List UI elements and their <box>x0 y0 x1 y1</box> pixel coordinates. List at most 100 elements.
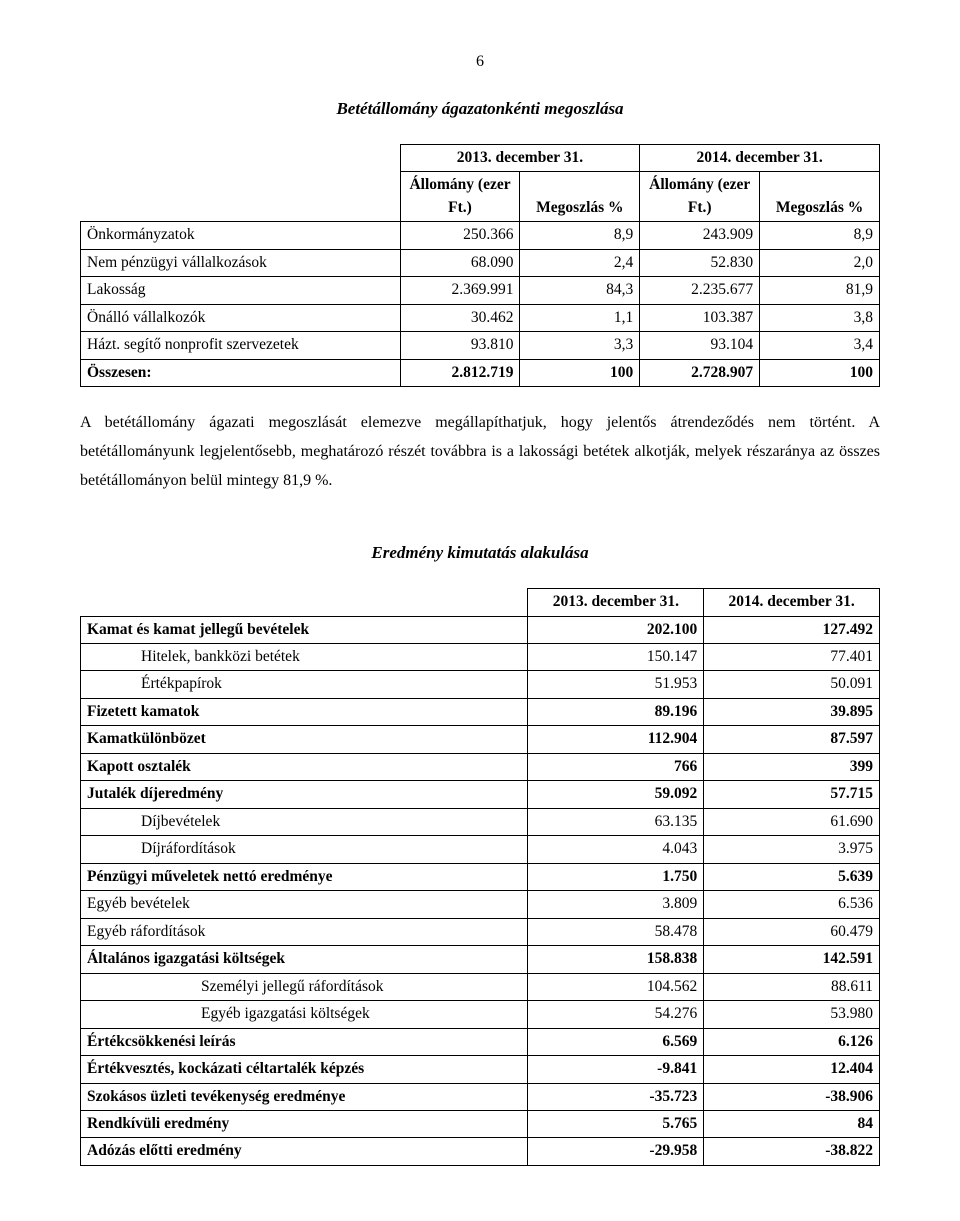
row-value-2013: 5.765 <box>528 1110 704 1137</box>
table-row: Egyéb bevételek3.8096.536 <box>81 891 880 918</box>
header-megoszlas-2014: Megoszlás % <box>760 172 880 222</box>
table-row: Értékvesztés, kockázati céltartalék képz… <box>81 1056 880 1083</box>
row-value-2013: 68.090 <box>400 249 520 276</box>
row-label: Lakosság <box>81 277 401 304</box>
row-value-2013: 93.810 <box>400 332 520 359</box>
row-label: Díjráfordítások <box>81 836 528 863</box>
row-value-2013: 2.812.719 <box>400 359 520 386</box>
header-2013: 2013. december 31. <box>400 144 640 171</box>
row-value-2014: 127.492 <box>704 616 880 643</box>
page-number: 6 <box>80 50 880 73</box>
table-row: Egyéb ráfordítások58.47860.479 <box>81 918 880 945</box>
row-pct-2014: 8,9 <box>760 222 880 249</box>
row-value-2014: 77.401 <box>704 644 880 671</box>
table-header-row1: 2013. december 31. 2014. december 31. <box>81 144 880 171</box>
table-row: Értékcsökkenési leírás6.5696.126 <box>81 1028 880 1055</box>
row-value-2013: 2.369.991 <box>400 277 520 304</box>
row-value-2014: 243.909 <box>640 222 760 249</box>
header-megoszlas-2013: Megoszlás % <box>520 172 640 222</box>
table-row: Díjbevételek63.13561.690 <box>81 808 880 835</box>
row-value-2014: 52.830 <box>640 249 760 276</box>
table-row: Kamatkülönbözet112.90487.597 <box>81 726 880 753</box>
row-pct-2013: 3,3 <box>520 332 640 359</box>
table2-header-row: 2013. december 31. 2014. december 31. <box>81 589 880 616</box>
row-label: Fizetett kamatok <box>81 698 528 725</box>
row-value-2014: 60.479 <box>704 918 880 945</box>
row-label: Értékvesztés, kockázati céltartalék képz… <box>81 1056 528 1083</box>
row-value-2013: 89.196 <box>528 698 704 725</box>
row-value-2013: 51.953 <box>528 671 704 698</box>
row-value-2014: 399 <box>704 753 880 780</box>
row-value-2013: 104.562 <box>528 973 704 1000</box>
table-income: 2013. december 31. 2014. december 31. Ka… <box>80 588 880 1166</box>
table-row: Házt. segítő nonprofit szervezetek93.810… <box>81 332 880 359</box>
table-row: Kapott osztalék766399 <box>81 753 880 780</box>
table-deposits: 2013. december 31. 2014. december 31. Ál… <box>80 144 880 387</box>
row-pct-2013: 8,9 <box>520 222 640 249</box>
table-header-row2: Állomány (ezer Ft.) Megoszlás % Állomány… <box>81 172 880 222</box>
row-label: Értékpapírok <box>81 671 528 698</box>
row-value-2014: 53.980 <box>704 1001 880 1028</box>
row-value-2013: 3.809 <box>528 891 704 918</box>
row-label: Egyéb igazgatási költségek <box>81 1001 528 1028</box>
row-label: Jutalék díjeredmény <box>81 781 528 808</box>
table-row: Adózás előtti eredmény-29.958-38.822 <box>81 1138 880 1165</box>
row-pct-2013: 100 <box>520 359 640 386</box>
row-value-2013: 54.276 <box>528 1001 704 1028</box>
row-value-2014: 5.639 <box>704 863 880 890</box>
row-value-2013: 202.100 <box>528 616 704 643</box>
row-label: Önkormányzatok <box>81 222 401 249</box>
row-value-2013: 250.366 <box>400 222 520 249</box>
row-label: Szokásos üzleti tevékenység eredménye <box>81 1083 528 1110</box>
blank-cell <box>81 144 401 171</box>
row-pct-2014: 2,0 <box>760 249 880 276</box>
row-value-2014: 2.235.677 <box>640 277 760 304</box>
row-label: Személyi jellegű ráfordítások <box>81 973 528 1000</box>
header2-2013: 2013. december 31. <box>528 589 704 616</box>
row-label: Kamat és kamat jellegű bevételek <box>81 616 528 643</box>
row-value-2013: 6.569 <box>528 1028 704 1055</box>
blank-cell <box>81 172 401 222</box>
row-value-2013: 766 <box>528 753 704 780</box>
row-pct-2013: 1,1 <box>520 304 640 331</box>
row-value-2014: 142.591 <box>704 946 880 973</box>
row-value-2014: 103.387 <box>640 304 760 331</box>
row-value-2013: 158.838 <box>528 946 704 973</box>
row-label: Egyéb bevételek <box>81 891 528 918</box>
row-label: Rendkívüli eredmény <box>81 1110 528 1137</box>
table-row: Pénzügyi műveletek nettó eredménye1.7505… <box>81 863 880 890</box>
row-label: Általános igazgatási költségek <box>81 946 528 973</box>
table-row: Díjráfordítások4.0433.975 <box>81 836 880 863</box>
table-row: Rendkívüli eredmény5.76584 <box>81 1110 880 1137</box>
row-value-2013: 1.750 <box>528 863 704 890</box>
row-value-2014: 61.690 <box>704 808 880 835</box>
section2-title: Eredmény kimutatás alakulása <box>80 541 880 566</box>
header2-2014: 2014. december 31. <box>704 589 880 616</box>
row-label: Kapott osztalék <box>81 753 528 780</box>
table-row: Személyi jellegű ráfordítások104.56288.6… <box>81 973 880 1000</box>
row-value-2014: 50.091 <box>704 671 880 698</box>
table-row: Nem pénzügyi vállalkozások68.0902,452.83… <box>81 249 880 276</box>
header-2014: 2014. december 31. <box>640 144 880 171</box>
paragraph-analysis: A betétállomány ágazati megoszlását elem… <box>80 409 880 495</box>
table-row: Szokásos üzleti tevékenység eredménye-35… <box>81 1083 880 1110</box>
row-value-2013: 59.092 <box>528 781 704 808</box>
row-value-2014: 87.597 <box>704 726 880 753</box>
row-label: Díjbevételek <box>81 808 528 835</box>
row-value-2014: 39.895 <box>704 698 880 725</box>
table-row: Egyéb igazgatási költségek54.27653.980 <box>81 1001 880 1028</box>
row-value-2014: -38.822 <box>704 1138 880 1165</box>
row-value-2014: 6.536 <box>704 891 880 918</box>
row-value-2014: 88.611 <box>704 973 880 1000</box>
row-label: Házt. segítő nonprofit szervezetek <box>81 332 401 359</box>
table-row: Fizetett kamatok89.19639.895 <box>81 698 880 725</box>
table-row: Önálló vállalkozók30.4621,1103.3873,8 <box>81 304 880 331</box>
table-row: Jutalék díjeredmény59.09257.715 <box>81 781 880 808</box>
table-row: Összesen:2.812.7191002.728.907100 <box>81 359 880 386</box>
row-value-2013: 4.043 <box>528 836 704 863</box>
row-pct-2014: 3,8 <box>760 304 880 331</box>
row-value-2014: 12.404 <box>704 1056 880 1083</box>
row-value-2013: -35.723 <box>528 1083 704 1110</box>
row-label: Kamatkülönbözet <box>81 726 528 753</box>
row-value-2013: -9.841 <box>528 1056 704 1083</box>
